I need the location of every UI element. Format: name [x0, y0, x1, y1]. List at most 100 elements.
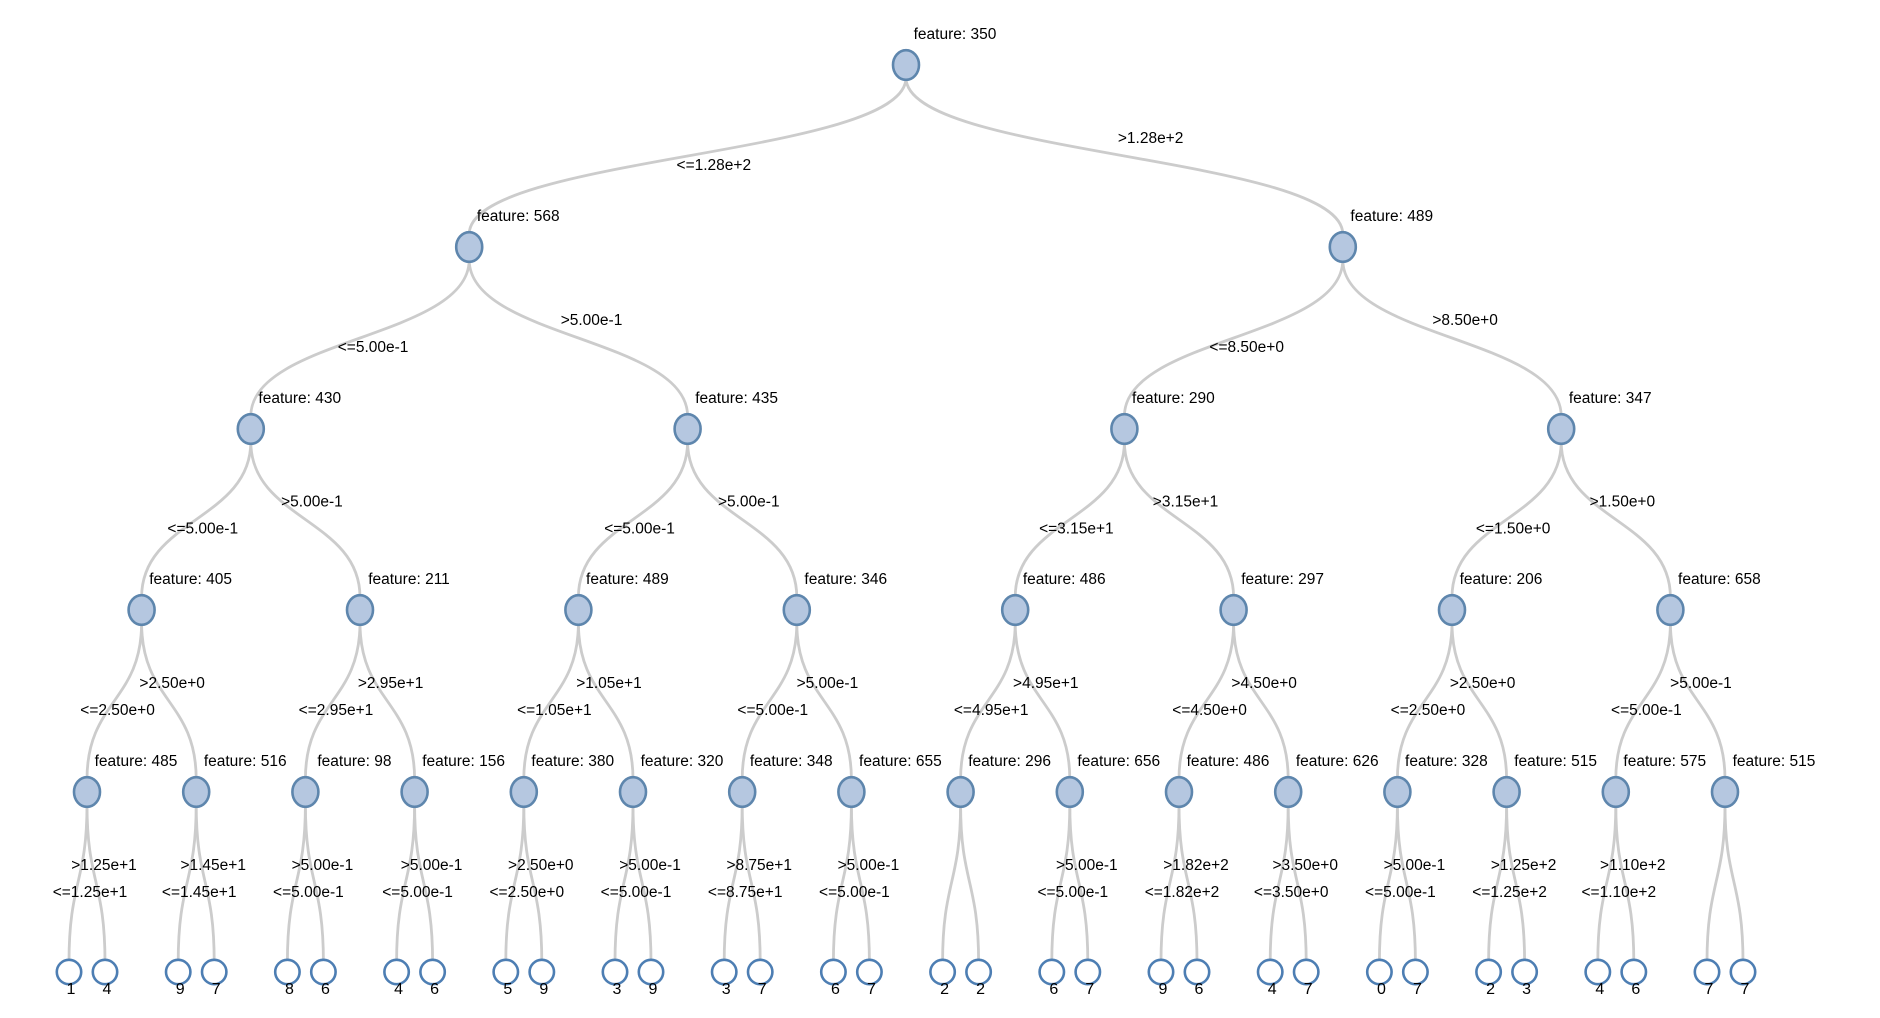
tree-edge: [577, 622, 635, 780]
node-feature-label: feature: 655: [859, 753, 942, 770]
leaf-node: [55, 958, 83, 986]
leaf-node: [965, 958, 993, 986]
edge-threshold-label: >5.00e-1: [292, 857, 354, 874]
tree-edge: [304, 622, 362, 780]
node-feature-label: feature: 297: [1241, 571, 1324, 588]
internal-node: [1710, 775, 1740, 809]
tree-edge: [686, 441, 799, 598]
leaf-node: [273, 958, 301, 986]
internal-node: [454, 230, 484, 264]
node-feature-label: feature: 489: [586, 571, 669, 588]
tree-edge: [1177, 804, 1199, 962]
leaf-value-label: 6: [1631, 981, 1640, 998]
internal-node: [618, 775, 648, 809]
node-feature-label: feature: 515: [1514, 753, 1597, 770]
leaf-node: [855, 958, 883, 986]
internal-node: [1546, 412, 1576, 446]
tree-edge: [249, 259, 471, 417]
leaf-value-label: 4: [103, 981, 112, 998]
leaf-node: [492, 958, 520, 986]
internal-node: [1437, 593, 1467, 627]
leaf-node: [1074, 958, 1102, 986]
edge-threshold-label: >1.28e+2: [1118, 130, 1184, 147]
leaf-node: [637, 958, 665, 986]
node-feature-label: feature: 290: [1132, 390, 1215, 407]
leaf-node: [91, 958, 119, 986]
edge-threshold-label: <=2.50e+0: [1391, 702, 1466, 719]
leaf-node: [710, 958, 738, 986]
leaf-node: [200, 958, 228, 986]
tree-edge: [286, 804, 307, 962]
internal-node: [837, 775, 866, 809]
edge-threshold-label: <=5.00e-1: [273, 884, 344, 901]
leaf-value-label: 9: [539, 981, 548, 998]
edge-threshold-label: <=1.25e+2: [1472, 884, 1547, 901]
leaf-value-label: 3: [1522, 981, 1531, 998]
tree-edge: [1177, 622, 1235, 780]
tree-edge: [194, 804, 216, 962]
tree-edge: [67, 804, 89, 962]
tree-edge: [1396, 622, 1454, 780]
leaf-node: [1147, 958, 1175, 986]
tree-edge: [1396, 804, 1417, 962]
leaf-node: [383, 958, 411, 986]
internal-node: [345, 593, 375, 627]
tree-edge: [1723, 804, 1745, 962]
leaf-value-label: 3: [613, 981, 622, 998]
tree-edge: [358, 622, 416, 780]
leaf-value-label: 1: [67, 981, 76, 998]
internal-node: [891, 48, 921, 82]
edge-threshold-label: <=2.95e+1: [299, 702, 374, 719]
internal-node: [400, 775, 429, 809]
tree-edge: [1378, 804, 1399, 962]
internal-node: [673, 412, 702, 446]
edge-threshold-label: <=1.28e+2: [677, 157, 752, 174]
leaf-node: [1693, 958, 1721, 986]
node-feature-label: feature: 486: [1023, 571, 1106, 588]
node-feature-label: feature: 347: [1569, 390, 1652, 407]
tree-edge: [941, 804, 962, 962]
internal-node: [1601, 775, 1631, 809]
edge-threshold-label: <=5.00e-1: [382, 884, 453, 901]
tree-edge: [1268, 804, 1290, 962]
edge-threshold-label: <=5.00e-1: [601, 884, 672, 901]
leaf-value-label: 5: [503, 981, 512, 998]
tree-edge: [85, 804, 107, 962]
node-feature-label: feature: 658: [1678, 571, 1761, 588]
node-feature-label: feature: 350: [914, 26, 997, 43]
internal-node: [782, 593, 812, 627]
leaf-node: [1620, 958, 1648, 986]
tree-edge: [1232, 622, 1290, 780]
edge-threshold-label: >1.05e+1: [576, 675, 642, 692]
edge-threshold-label: >5.00e-1: [619, 857, 681, 874]
leaf-value-label: 4: [394, 981, 403, 998]
leaf-node: [1256, 958, 1284, 986]
node-feature-label: feature: 346: [804, 571, 887, 588]
tree-edge: [1341, 259, 1563, 417]
edge-threshold-label: <=8.50e+0: [1209, 339, 1284, 356]
tree-edge: [249, 441, 362, 598]
leaf-node: [746, 958, 774, 986]
edge-threshold-label: <=5.00e-1: [1037, 884, 1108, 901]
leaf-value-label: 8: [285, 981, 294, 998]
tree-edge: [1614, 804, 1636, 962]
node-feature-label: feature: 489: [1350, 208, 1433, 225]
leaf-node: [1729, 958, 1757, 986]
leaf-node: [601, 958, 629, 986]
leaf-node: [528, 958, 556, 986]
tree-edge: [85, 622, 143, 780]
edge-threshold-label: <=1.82e+2: [1145, 884, 1220, 901]
tree-edge: [1450, 441, 1563, 598]
edge-threshold-label: >2.50e+0: [1450, 675, 1516, 692]
tree-edge: [395, 804, 416, 962]
edge-threshold-label: >2.95e+1: [358, 675, 424, 692]
node-feature-label: feature: 515: [1733, 753, 1816, 770]
edge-threshold-label: >1.82e+2: [1163, 857, 1229, 874]
internal-node: [1328, 230, 1358, 264]
tree-edge: [1123, 441, 1235, 598]
edge-threshold-label: <=1.45e+1: [162, 884, 237, 901]
node-feature-label: feature: 430: [258, 390, 341, 407]
edge-threshold-label: >4.50e+0: [1231, 675, 1297, 692]
